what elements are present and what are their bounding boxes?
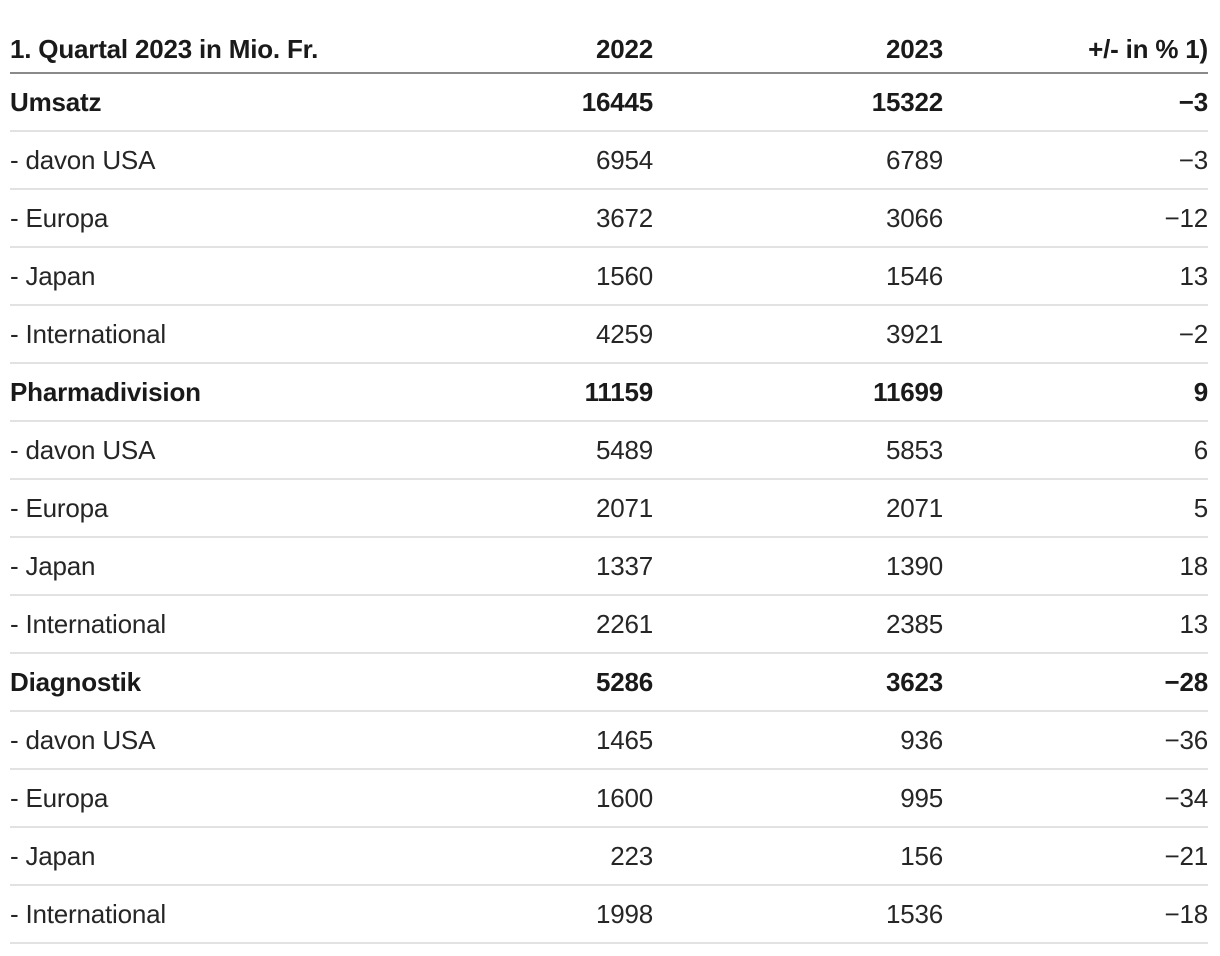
table-row-pharmadivision: Pharmadivision 11159 11699 9 (10, 363, 1208, 422)
row-value-2022: 1998 (370, 885, 653, 944)
row-value-2022: 1465 (370, 711, 653, 770)
row-label: - International (10, 885, 370, 944)
row-value-2022: 2261 (370, 595, 653, 654)
row-value-2023: 15322 (653, 73, 943, 132)
row-value-2023: 2071 (653, 479, 943, 538)
row-label: - International (10, 305, 370, 364)
header-title: 1. Quartal 2023 in Mio. Fr. (10, 26, 370, 74)
header-col-2022: 2022 (370, 26, 653, 74)
row-value-change: 18 (943, 537, 1208, 596)
table-row: - Japan 1560 1546 13 (10, 247, 1208, 306)
table-row: - davon USA 1465 936 −36 (10, 711, 1208, 770)
row-value-2022: 2071 (370, 479, 653, 538)
quarterly-results-table: 1. Quartal 2023 in Mio. Fr. 2022 2023 +/… (10, 26, 1208, 944)
table-row: - davon USA 6954 6789 −3 (10, 131, 1208, 190)
row-value-2023: 156 (653, 827, 943, 886)
row-value-change: 13 (943, 595, 1208, 654)
row-label: - Europa (10, 189, 370, 248)
row-value-2022: 1560 (370, 247, 653, 306)
table-row: - International 2261 2385 13 (10, 595, 1208, 654)
row-value-2022: 4259 (370, 305, 653, 364)
row-value-change: −3 (943, 73, 1208, 132)
row-value-change: −2 (943, 305, 1208, 364)
row-label: - Japan (10, 827, 370, 886)
row-value-change: −36 (943, 711, 1208, 770)
row-value-2022: 5489 (370, 421, 653, 480)
row-value-2022: 3672 (370, 189, 653, 248)
row-label: Umsatz (10, 73, 370, 132)
row-label: - Japan (10, 537, 370, 596)
row-value-2022: 16445 (370, 73, 653, 132)
row-label: - davon USA (10, 421, 370, 480)
table-row: - Europa 3672 3066 −12 (10, 189, 1208, 248)
row-label: - Japan (10, 247, 370, 306)
row-value-change: 9 (943, 363, 1208, 422)
row-value-2023: 1546 (653, 247, 943, 306)
row-value-change: −21 (943, 827, 1208, 886)
header-col-2023: 2023 (653, 26, 943, 74)
row-value-2023: 1536 (653, 885, 943, 944)
row-value-change: 5 (943, 479, 1208, 538)
row-value-change: −28 (943, 653, 1208, 712)
row-value-2023: 3921 (653, 305, 943, 364)
row-value-2023: 11699 (653, 363, 943, 422)
row-value-2023: 1390 (653, 537, 943, 596)
row-label: - davon USA (10, 131, 370, 190)
row-value-2022: 1600 (370, 769, 653, 828)
header-col-change: +/- in % 1) (943, 26, 1208, 74)
row-value-2023: 3066 (653, 189, 943, 248)
table-row: - Japan 223 156 −21 (10, 827, 1208, 886)
row-value-2022: 5286 (370, 653, 653, 712)
row-value-change: 6 (943, 421, 1208, 480)
row-value-change: −3 (943, 131, 1208, 190)
table-row-diagnostik: Diagnostik 5286 3623 −28 (10, 653, 1208, 712)
row-value-change: −18 (943, 885, 1208, 944)
row-value-change: 13 (943, 247, 1208, 306)
table-row: - Europa 2071 2071 5 (10, 479, 1208, 538)
row-value-change: −34 (943, 769, 1208, 828)
row-label: Pharmadivision (10, 363, 370, 422)
row-value-2023: 3623 (653, 653, 943, 712)
row-value-2023: 5853 (653, 421, 943, 480)
table-row: - Japan 1337 1390 18 (10, 537, 1208, 596)
row-value-change: −12 (943, 189, 1208, 248)
row-label: - Europa (10, 769, 370, 828)
table-header-row: 1. Quartal 2023 in Mio. Fr. 2022 2023 +/… (10, 26, 1208, 74)
table-row: - International 4259 3921 −2 (10, 305, 1208, 364)
row-value-2022: 223 (370, 827, 653, 886)
row-value-2023: 2385 (653, 595, 943, 654)
row-value-2023: 6789 (653, 131, 943, 190)
row-value-2022: 11159 (370, 363, 653, 422)
row-label: - davon USA (10, 711, 370, 770)
table-row: - davon USA 5489 5853 6 (10, 421, 1208, 480)
table-row-umsatz: Umsatz 16445 15322 −3 (10, 73, 1208, 132)
table-row: - Europa 1600 995 −34 (10, 769, 1208, 828)
table-row: - International 1998 1536 −18 (10, 885, 1208, 944)
row-value-2022: 6954 (370, 131, 653, 190)
row-value-2022: 1337 (370, 537, 653, 596)
row-label: - International (10, 595, 370, 654)
row-value-2023: 936 (653, 711, 943, 770)
row-label: - Europa (10, 479, 370, 538)
row-value-2023: 995 (653, 769, 943, 828)
row-label: Diagnostik (10, 653, 370, 712)
